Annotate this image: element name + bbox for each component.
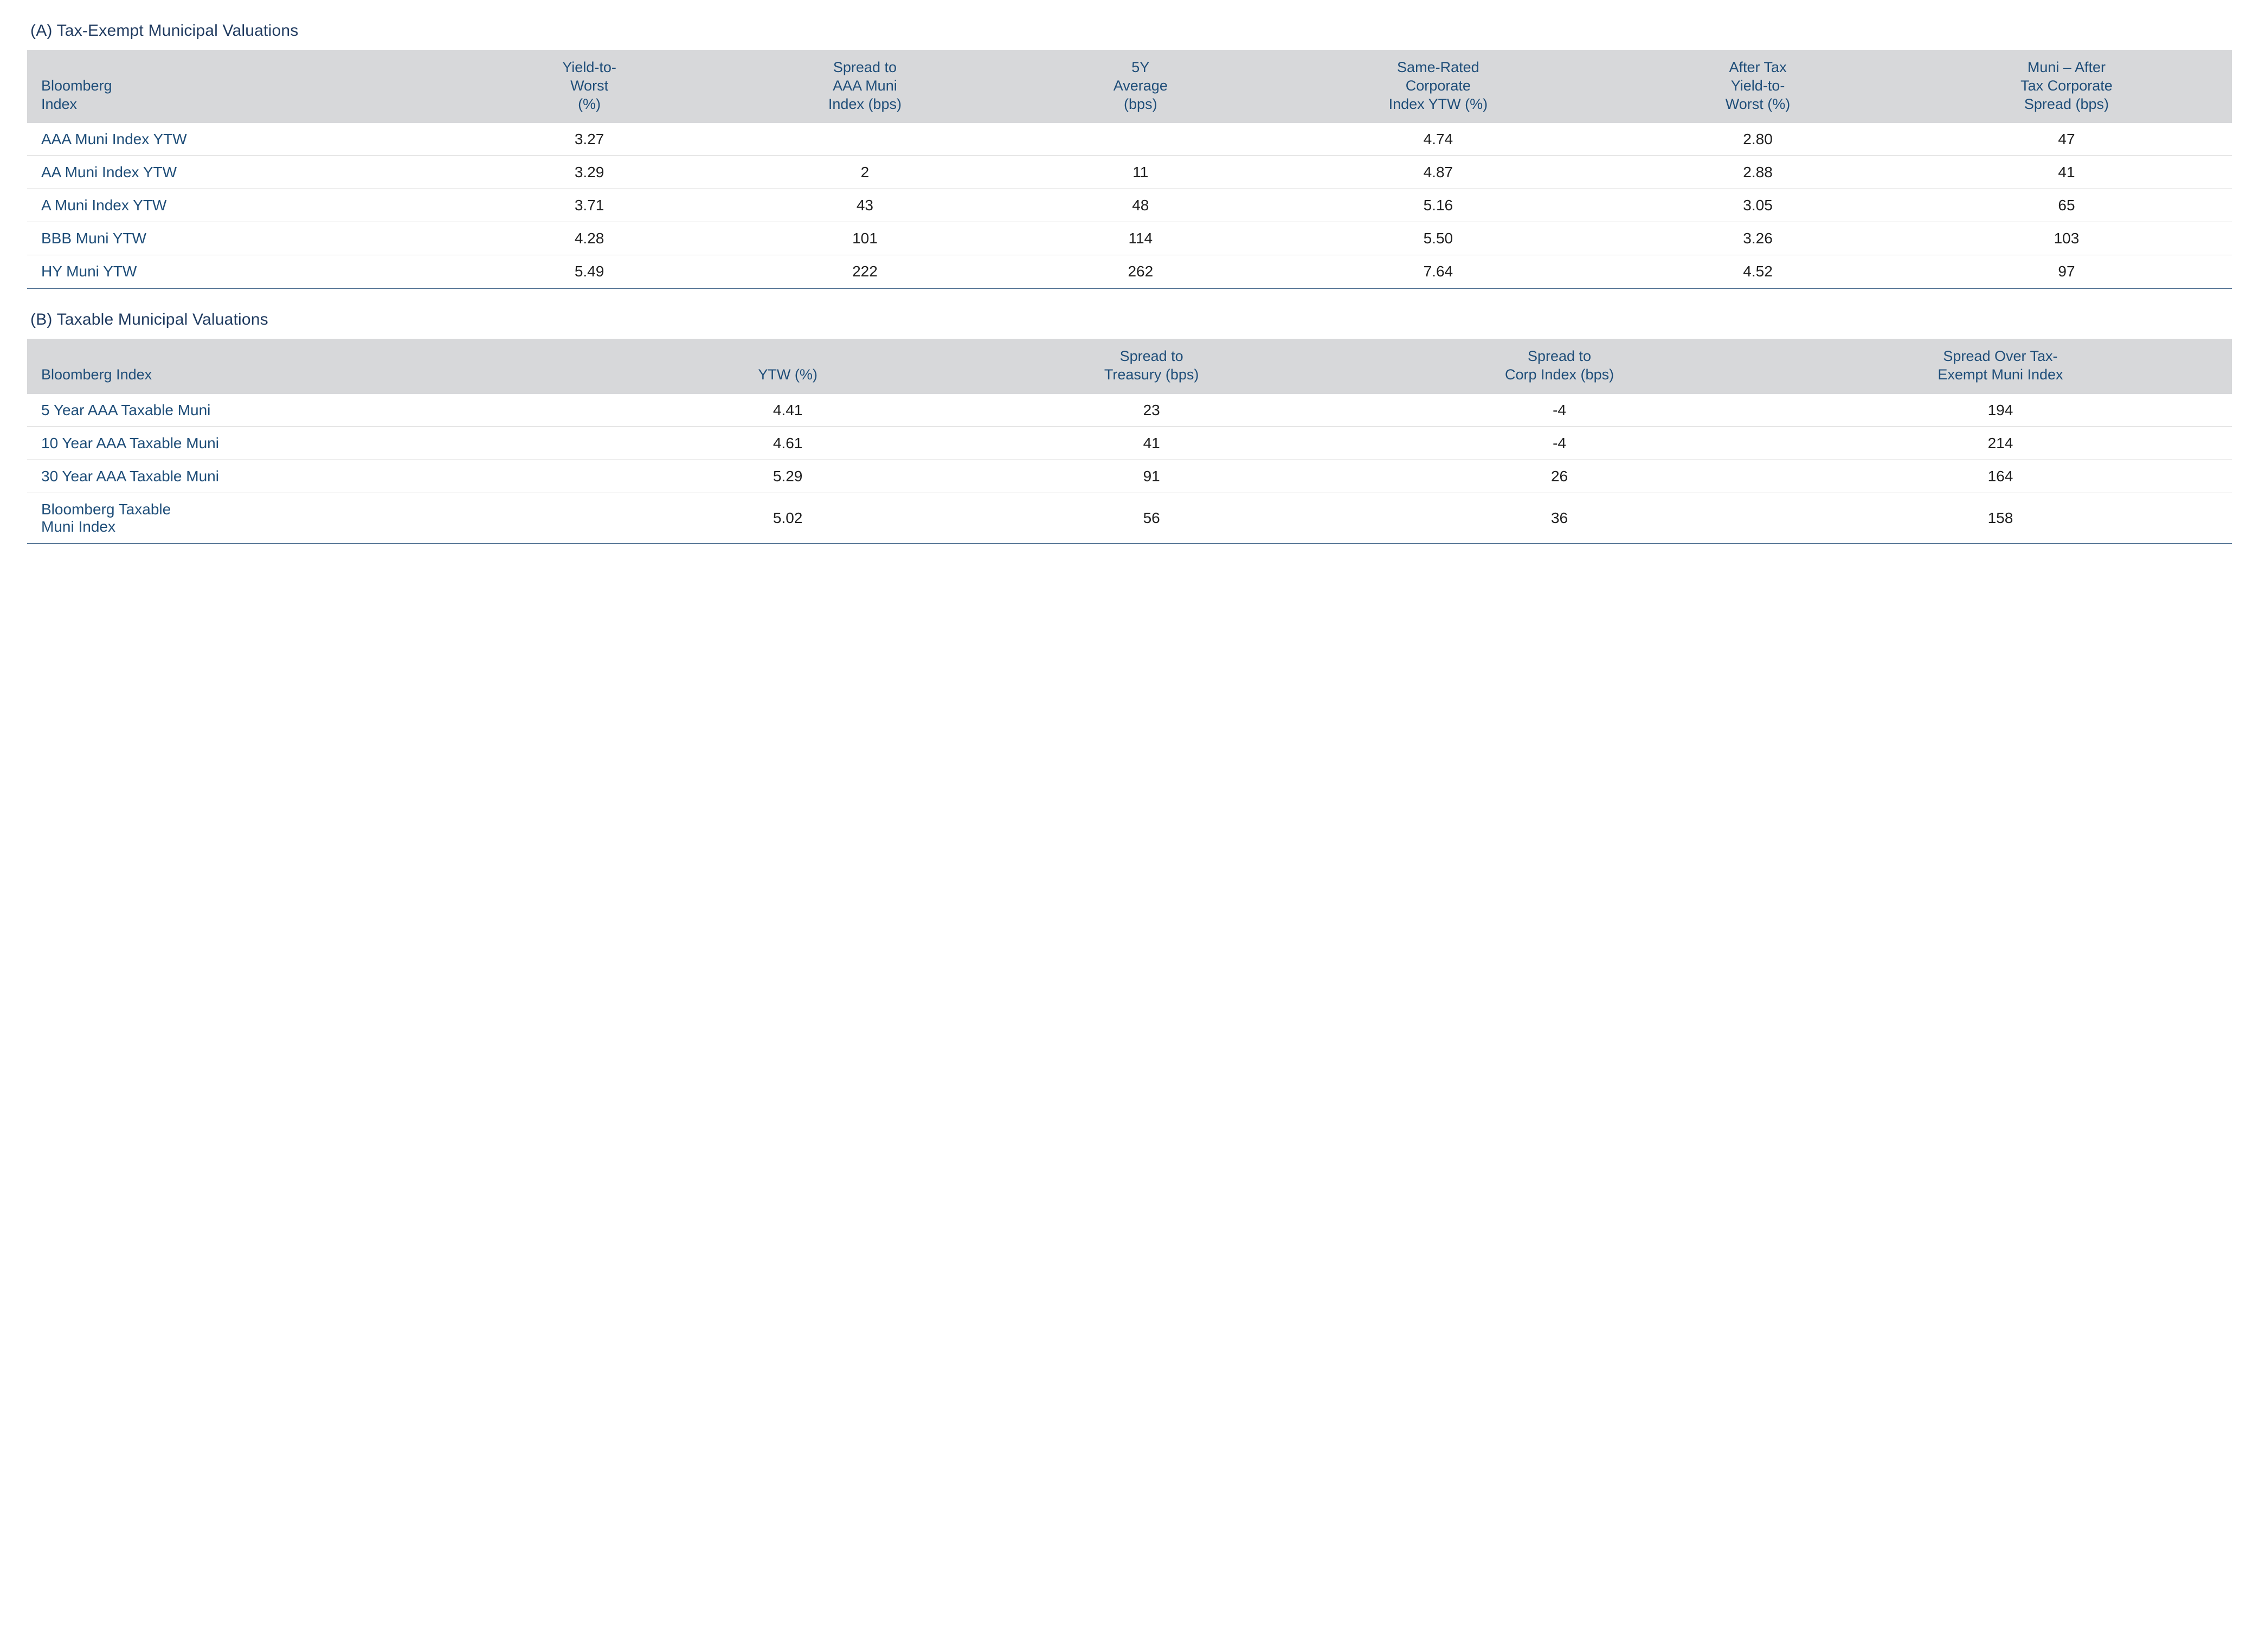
- col-header: Spread toTreasury (bps): [953, 339, 1350, 394]
- table-b-header-row: Bloomberg Index YTW (%) Spread toTreasur…: [27, 339, 2232, 394]
- col-header: Muni – AfterTax CorporateSpread (bps): [1901, 50, 2232, 123]
- cell: 4.41: [622, 394, 953, 427]
- col-header: Same-RatedCorporateIndex YTW (%): [1262, 50, 1614, 123]
- cell: 47: [1901, 123, 2232, 156]
- cell: 101: [711, 222, 1019, 255]
- cell: 11: [1019, 156, 1262, 189]
- cell: -4: [1350, 427, 1769, 460]
- cell: 4.61: [622, 427, 953, 460]
- row-label: AAA Muni Index YTW: [27, 123, 468, 156]
- cell: 214: [1769, 427, 2232, 460]
- table-row: A Muni Index YTW 3.71 43 48 5.16 3.05 65: [27, 189, 2232, 222]
- row-label: HY Muni YTW: [27, 255, 468, 289]
- cell: 4.87: [1262, 156, 1614, 189]
- row-label: Bloomberg TaxableMuni Index: [27, 493, 622, 544]
- table-b: Bloomberg Index YTW (%) Spread toTreasur…: [27, 339, 2232, 544]
- cell: 3.05: [1614, 189, 1901, 222]
- row-label: 10 Year AAA Taxable Muni: [27, 427, 622, 460]
- cell: [1019, 123, 1262, 156]
- table-row: 5 Year AAA Taxable Muni 4.41 23 -4 194: [27, 394, 2232, 427]
- cell: 3.26: [1614, 222, 1901, 255]
- cell: 5.50: [1262, 222, 1614, 255]
- row-label: 30 Year AAA Taxable Muni: [27, 460, 622, 493]
- section-b-title: (B) Taxable Municipal Valuations: [30, 311, 2232, 329]
- cell: 4.52: [1614, 255, 1901, 289]
- cell: 3.27: [468, 123, 710, 156]
- cell: 5.02: [622, 493, 953, 544]
- cell: 48: [1019, 189, 1262, 222]
- cell: 114: [1019, 222, 1262, 255]
- col-header: After TaxYield-to-Worst (%): [1614, 50, 1901, 123]
- cell: 5.16: [1262, 189, 1614, 222]
- col-header: Spread toCorp Index (bps): [1350, 339, 1769, 394]
- cell: 97: [1901, 255, 2232, 289]
- table-row: 30 Year AAA Taxable Muni 5.29 91 26 164: [27, 460, 2232, 493]
- cell: [711, 123, 1019, 156]
- section-a-title: (A) Tax-Exempt Municipal Valuations: [30, 22, 2232, 40]
- table-row: AAA Muni Index YTW 3.27 4.74 2.80 47: [27, 123, 2232, 156]
- row-label: AA Muni Index YTW: [27, 156, 468, 189]
- table-row: BBB Muni YTW 4.28 101 114 5.50 3.26 103: [27, 222, 2232, 255]
- cell: 3.29: [468, 156, 710, 189]
- cell: 7.64: [1262, 255, 1614, 289]
- table-row: AA Muni Index YTW 3.29 2 11 4.87 2.88 41: [27, 156, 2232, 189]
- cell: 4.74: [1262, 123, 1614, 156]
- row-label: 5 Year AAA Taxable Muni: [27, 394, 622, 427]
- cell: -4: [1350, 394, 1769, 427]
- cell: 103: [1901, 222, 2232, 255]
- cell: 56: [953, 493, 1350, 544]
- cell: 2: [711, 156, 1019, 189]
- row-label: A Muni Index YTW: [27, 189, 468, 222]
- cell: 3.71: [468, 189, 710, 222]
- col-header: Spread Over Tax-Exempt Muni Index: [1769, 339, 2232, 394]
- cell: 5.49: [468, 255, 710, 289]
- cell: 23: [953, 394, 1350, 427]
- cell: 26: [1350, 460, 1769, 493]
- cell: 43: [711, 189, 1019, 222]
- cell: 5.29: [622, 460, 953, 493]
- col-header: BloombergIndex: [27, 50, 468, 123]
- col-header: 5YAverage(bps): [1019, 50, 1262, 123]
- cell: 164: [1769, 460, 2232, 493]
- cell: 36: [1350, 493, 1769, 544]
- table-a-header-row: BloombergIndex Yield-to-Worst(%) Spread …: [27, 50, 2232, 123]
- table-row: 10 Year AAA Taxable Muni 4.61 41 -4 214: [27, 427, 2232, 460]
- cell: 4.28: [468, 222, 710, 255]
- col-header: Bloomberg Index: [27, 339, 622, 394]
- table-row: Bloomberg TaxableMuni Index 5.02 56 36 1…: [27, 493, 2232, 544]
- row-label: BBB Muni YTW: [27, 222, 468, 255]
- cell: 2.88: [1614, 156, 1901, 189]
- cell: 222: [711, 255, 1019, 289]
- cell: 158: [1769, 493, 2232, 544]
- cell: 262: [1019, 255, 1262, 289]
- cell: 41: [1901, 156, 2232, 189]
- cell: 65: [1901, 189, 2232, 222]
- col-header: Spread toAAA MuniIndex (bps): [711, 50, 1019, 123]
- cell: 2.80: [1614, 123, 1901, 156]
- col-header: YTW (%): [622, 339, 953, 394]
- cell: 41: [953, 427, 1350, 460]
- table-row: HY Muni YTW 5.49 222 262 7.64 4.52 97: [27, 255, 2232, 289]
- cell: 194: [1769, 394, 2232, 427]
- table-a: BloombergIndex Yield-to-Worst(%) Spread …: [27, 50, 2232, 289]
- col-header: Yield-to-Worst(%): [468, 50, 710, 123]
- cell: 91: [953, 460, 1350, 493]
